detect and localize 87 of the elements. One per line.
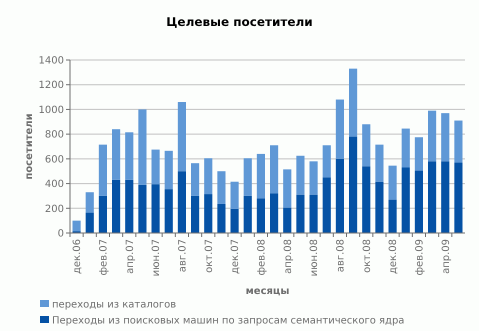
y-tick-label: 800 (44, 130, 64, 141)
x-tick-label: фев.07 (98, 239, 110, 276)
x-tick-label: авг.08 (335, 239, 346, 272)
y-tick-label: 400 (44, 179, 64, 190)
bar (375, 182, 384, 233)
bar (217, 171, 226, 204)
bar (310, 194, 318, 233)
bar (362, 166, 370, 233)
bar (164, 189, 173, 233)
bar (86, 212, 94, 233)
bar (428, 161, 436, 233)
bar (336, 100, 344, 159)
bar (414, 170, 423, 233)
legend-label: переходы из каталогов (52, 300, 176, 310)
x-tick-label: дек.06 (72, 239, 84, 274)
bar (244, 158, 252, 196)
bar (98, 196, 107, 233)
bar (152, 150, 160, 184)
bar (204, 194, 212, 233)
x-axis-title: месяцы (246, 286, 290, 297)
bar (441, 161, 450, 233)
y-tick-label: 0 (58, 228, 64, 240)
bar (349, 136, 358, 233)
bar (230, 182, 239, 209)
y-tick-label: 1200 (38, 80, 64, 92)
bar (270, 145, 278, 194)
bar (86, 192, 94, 213)
bar (178, 102, 186, 172)
x-tick-label: авг.07 (177, 239, 188, 272)
bar (388, 166, 397, 200)
x-tick-label: окт.07 (204, 239, 215, 273)
bar (125, 132, 134, 180)
bar (125, 180, 134, 233)
bar (152, 184, 160, 233)
bar (112, 180, 120, 233)
bar (256, 198, 265, 233)
bar (112, 129, 120, 180)
bar (375, 144, 384, 182)
bar (441, 113, 450, 162)
y-tick-label: 1400 (38, 56, 64, 66)
x-tick-label: июн.07 (151, 239, 162, 276)
bar (296, 156, 304, 195)
x-tick-label: дек.07 (230, 239, 242, 274)
x-tick-label: апр.07 (124, 239, 136, 274)
bar (217, 204, 226, 233)
chart-title: Целевые посетители (166, 15, 313, 29)
bar (98, 144, 107, 196)
bar (178, 171, 186, 233)
y-tick-label: 1000 (38, 104, 64, 116)
y-tick-label: 600 (44, 154, 64, 166)
bar (402, 168, 410, 233)
bar (310, 161, 318, 195)
y-axis-title: посетители (24, 113, 35, 180)
x-tick-label: апр.09 (440, 239, 452, 274)
bar (388, 200, 397, 233)
x-tick-label: фев.08 (256, 239, 268, 276)
bar (322, 145, 331, 178)
bar (164, 150, 173, 190)
y-tick-label: 200 (44, 204, 64, 215)
bar (322, 177, 331, 233)
bar (270, 193, 278, 233)
bar (454, 120, 462, 163)
bar (283, 169, 292, 208)
bar (414, 137, 423, 171)
bar (191, 163, 200, 196)
x-tick-label: апр.08 (282, 239, 294, 274)
bar (256, 154, 265, 198)
bar (428, 110, 436, 162)
bar (138, 109, 146, 185)
bar (204, 158, 212, 194)
bar (454, 162, 462, 233)
x-tick-label: дек.08 (388, 239, 400, 274)
x-tick-label: фев.09 (414, 239, 426, 276)
bar (296, 194, 304, 233)
bar (402, 128, 410, 168)
bar (349, 68, 358, 137)
bar (362, 124, 370, 166)
legend-label: Переходы из поисковых машин по запросам семантического ядра (52, 316, 404, 326)
x-tick-label: окт.08 (362, 239, 373, 273)
x-tick-label: июн.08 (309, 239, 320, 276)
bar (72, 220, 81, 232)
bar (283, 208, 292, 233)
bar (336, 158, 344, 233)
bar (244, 196, 252, 233)
bar (138, 184, 146, 233)
bar (230, 208, 239, 233)
bar (191, 196, 200, 233)
